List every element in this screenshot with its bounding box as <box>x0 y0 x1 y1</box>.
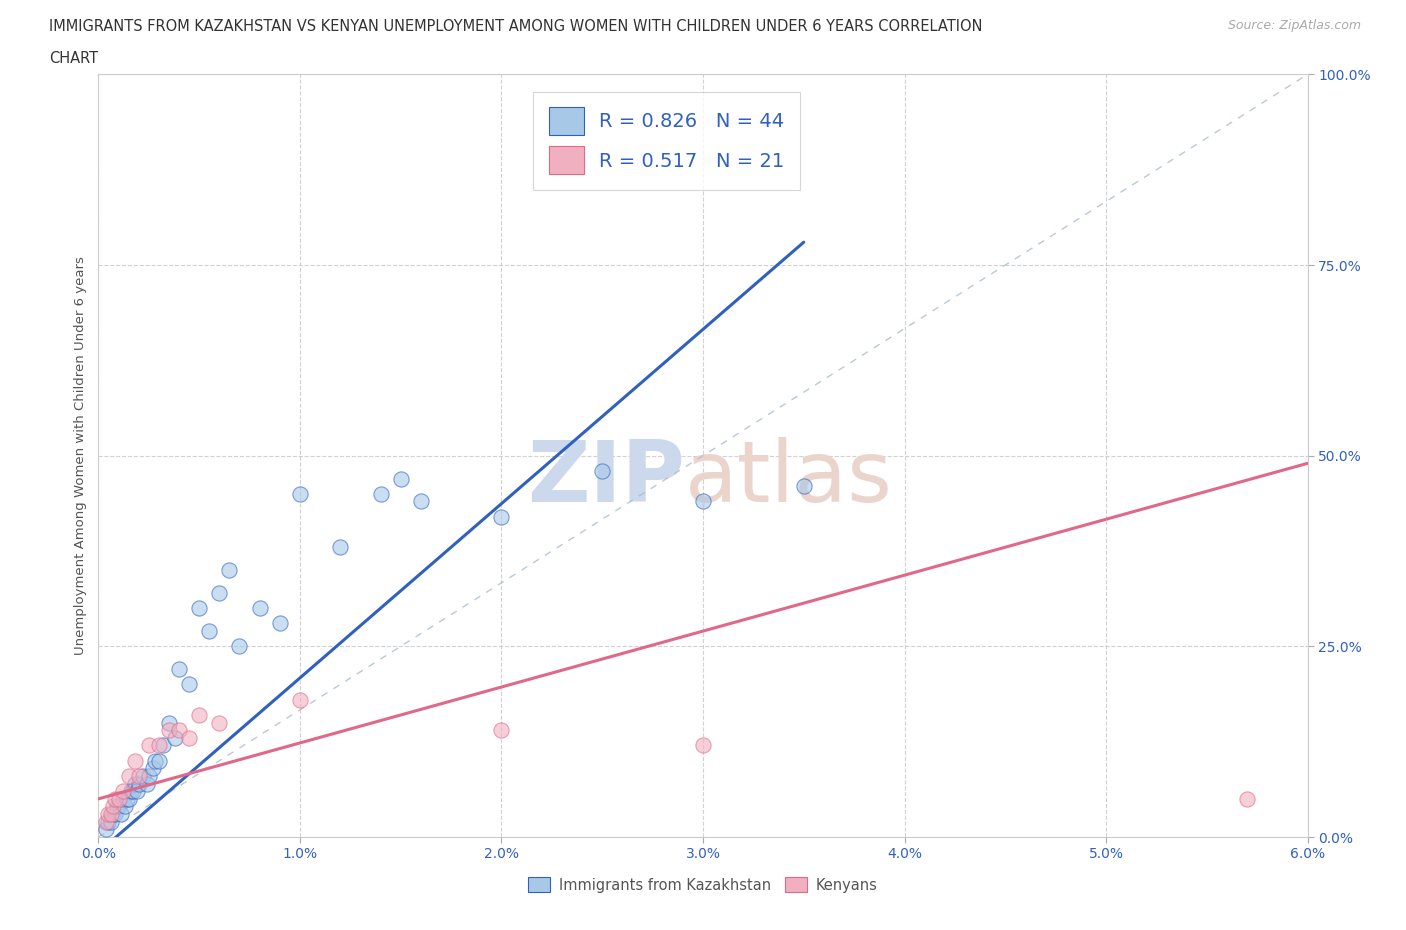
Point <box>491 723 513 737</box>
Point <box>107 799 129 814</box>
Text: ZIP: ZIP <box>527 437 685 520</box>
Point <box>128 777 150 791</box>
Point <box>329 539 352 554</box>
Point <box>138 738 160 753</box>
Point <box>1236 791 1258 806</box>
Point <box>208 715 231 730</box>
Point <box>107 791 129 806</box>
Point <box>188 708 211 723</box>
Point <box>167 723 190 737</box>
Point <box>370 486 392 501</box>
Text: IMMIGRANTS FROM KAZAKHSTAN VS KENYAN UNEMPLOYMENT AMONG WOMEN WITH CHILDREN UNDE: IMMIGRANTS FROM KAZAKHSTAN VS KENYAN UNE… <box>49 19 983 33</box>
Point <box>148 738 170 753</box>
Point <box>103 791 125 806</box>
Point <box>124 777 146 791</box>
Point <box>101 799 124 814</box>
Point <box>125 784 148 799</box>
Point <box>138 768 160 783</box>
Point <box>115 791 138 806</box>
Text: Source: ZipAtlas.com: Source: ZipAtlas.com <box>1227 19 1361 32</box>
Point <box>167 662 190 677</box>
Text: atlas: atlas <box>685 437 893 520</box>
Point <box>591 463 613 478</box>
Point <box>208 586 231 601</box>
Point <box>249 601 271 616</box>
Point <box>148 753 170 768</box>
Point <box>118 791 141 806</box>
Point <box>101 806 124 821</box>
Point <box>111 791 134 806</box>
Point <box>96 815 118 830</box>
Point <box>188 601 211 616</box>
Point <box>97 815 120 830</box>
Point <box>218 563 240 578</box>
Point <box>692 738 714 753</box>
Point <box>288 486 311 501</box>
Point <box>97 806 120 821</box>
Point <box>120 784 142 799</box>
Point <box>111 784 134 799</box>
Point <box>793 479 815 494</box>
Y-axis label: Unemployment Among Women with Children Under 6 years: Unemployment Among Women with Children U… <box>75 257 87 655</box>
Point <box>288 692 311 707</box>
Point <box>114 799 136 814</box>
Point <box>152 738 174 753</box>
Point <box>103 806 125 821</box>
Point <box>269 616 291 631</box>
Point <box>100 815 122 830</box>
Text: CHART: CHART <box>49 51 98 66</box>
Point <box>179 677 201 692</box>
Point <box>110 806 132 821</box>
Point <box>118 768 141 783</box>
Point <box>128 768 150 783</box>
Legend: Immigrants from Kazakhstan, Kenyans: Immigrants from Kazakhstan, Kenyans <box>520 870 886 900</box>
Point <box>389 472 412 486</box>
Point <box>135 777 157 791</box>
Point <box>157 723 180 737</box>
Point <box>100 806 122 821</box>
Point <box>228 639 250 654</box>
Point <box>96 822 118 837</box>
Point <box>491 510 513 525</box>
Point <box>198 624 221 639</box>
Point <box>124 753 146 768</box>
Point <box>409 494 432 509</box>
Point <box>179 730 201 745</box>
Point <box>157 715 180 730</box>
Point <box>121 784 143 799</box>
Point <box>143 753 166 768</box>
Point <box>132 768 155 783</box>
Point <box>105 799 128 814</box>
Point <box>692 494 714 509</box>
Point <box>142 761 165 776</box>
Point <box>163 730 186 745</box>
